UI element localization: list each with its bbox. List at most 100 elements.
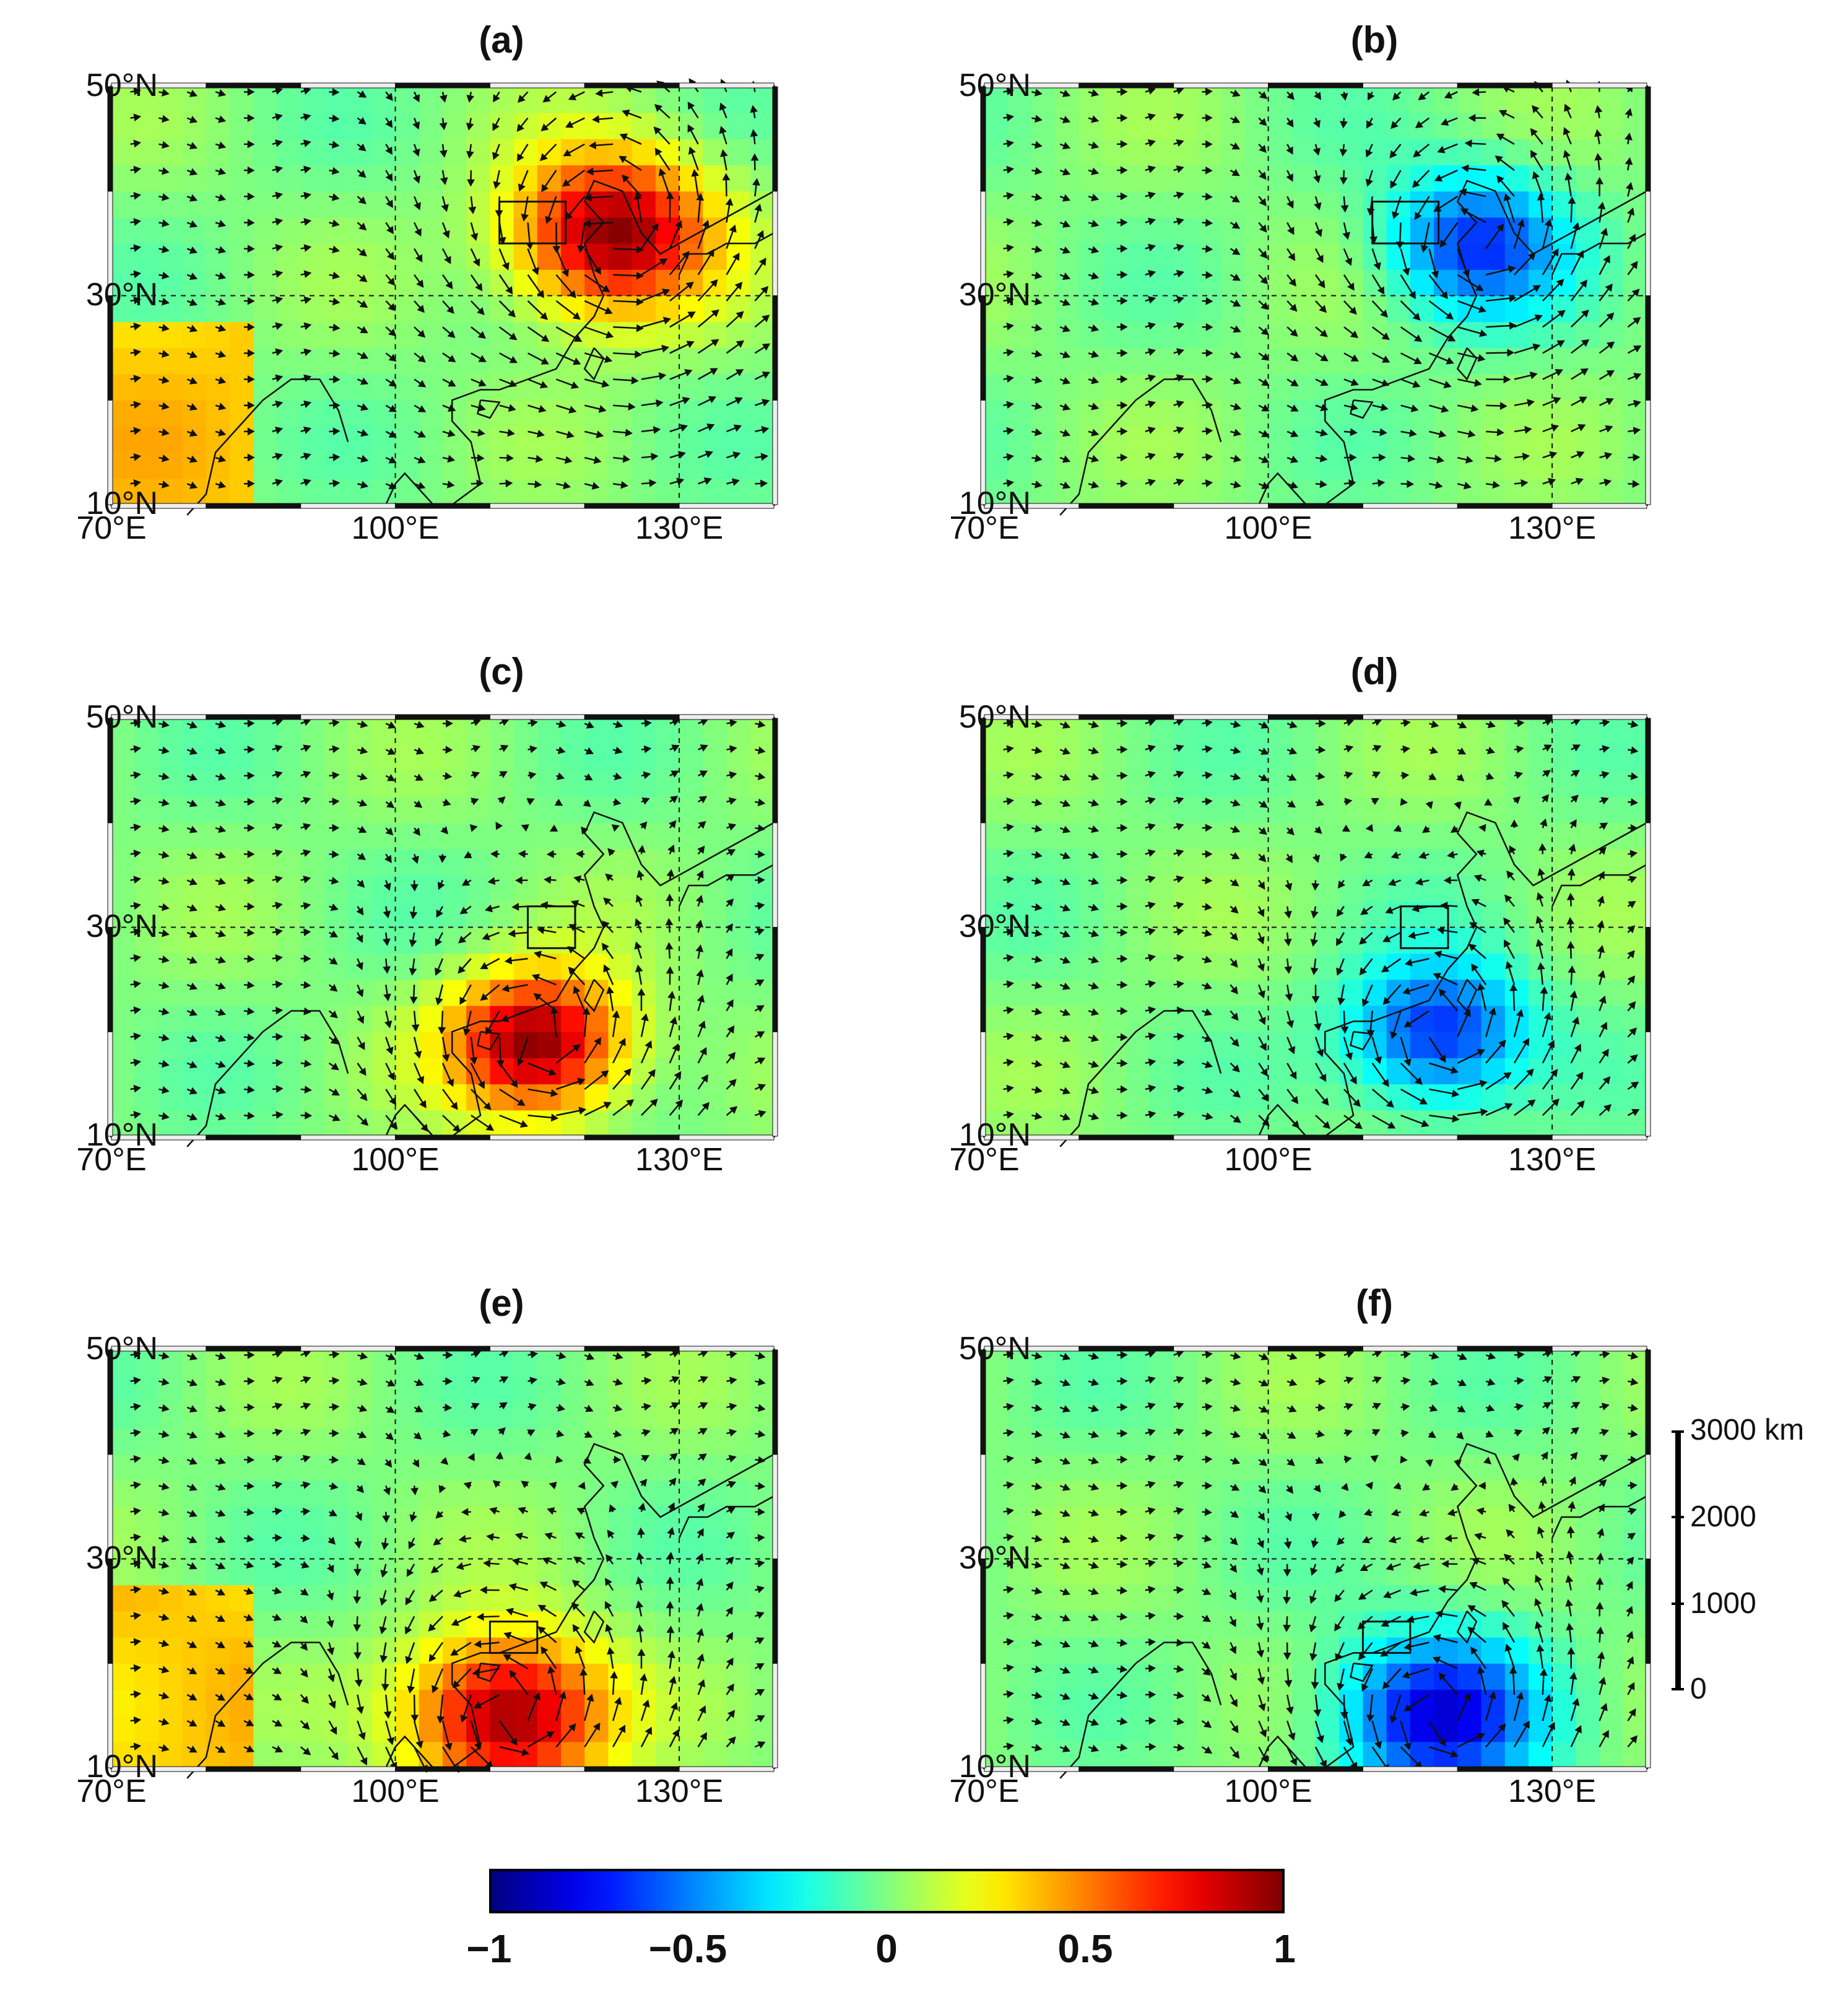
wind-arrow-head [1504,1103,1513,1110]
heat-cell [1150,113,1174,139]
heat-cell [1386,426,1411,453]
heat-cell [513,347,538,375]
heat-cell [1078,901,1103,928]
wind-arrow-head [1231,852,1240,859]
wind-arrow-head [1147,875,1156,884]
wind-arrow-head [1006,745,1015,754]
panel-b: (b) 50°N 30°N 10°N 70°E 100°E 130°E [922,19,1826,625]
wind-arrow-head [1597,871,1605,880]
wind-arrow-head [1006,113,1015,122]
heat-cell [1268,295,1293,323]
wind-arrow-head [1120,824,1128,832]
wind-arrow-head [1259,198,1267,207]
heat-cell [111,1402,136,1429]
border-tick [679,1134,774,1141]
wind-arrow-head [1444,91,1453,99]
wind-arrow-head [1120,798,1128,806]
wind-arrow-head [636,298,644,307]
wind-arrow-head [1601,771,1610,779]
heat-cell [324,901,349,928]
border-tick [1173,82,1269,89]
heat-cell [703,295,727,323]
heat-cell [490,295,514,323]
wind-arrow-head [604,355,613,363]
wind-arrow-head [728,797,737,805]
wind-arrow-head [162,428,170,437]
wind-arrow-head [495,821,503,830]
wind-arrow-head [1344,798,1353,806]
wind-arrow-head [1091,324,1100,333]
wind-arrow-head [651,453,659,461]
heat-cell [1197,953,1221,980]
heat-cell [1576,770,1600,798]
wind-arrow-head [1291,1120,1300,1129]
heat-cell [348,347,372,375]
wind-arrow-head [508,380,518,388]
wind-arrow-head [1551,1098,1560,1107]
wind-arrow-head [247,114,255,123]
heat-cell [206,1637,230,1664]
heat-cell [466,979,490,1006]
heat-cell [182,139,207,166]
heat-cell [1268,452,1293,479]
wind-arrow-head [1569,990,1577,999]
wind-arrow-head [247,192,255,201]
wind-arrow-head [1514,771,1524,780]
heat-cell [537,1032,562,1058]
wind-arrow-head [1345,771,1353,780]
heat-cell [1031,217,1056,244]
heat-cell [1363,901,1387,928]
wind-arrow-head [1606,312,1615,321]
heat-cell [1339,217,1363,244]
heat-cell [1291,243,1316,270]
wind-arrow-head [275,400,284,409]
wind-arrow-head [438,1027,446,1035]
heat-cell [1221,744,1245,771]
wind-arrow-head [1431,270,1439,279]
heat-cell [443,217,467,244]
wind-arrow-head [499,771,508,778]
wind-arrow-head [162,297,170,306]
heat-cell [561,822,585,850]
heat-cell [158,217,183,244]
coastline-segment [186,378,349,516]
wind-arrow-head [633,192,642,200]
wind-arrow-head [1517,219,1525,227]
wind-arrow-head [133,1032,142,1041]
wind-arrow-head [332,453,341,462]
wind-arrow-head [670,770,679,778]
heat-cell [1434,875,1458,902]
wind-arrow-head [1499,402,1507,410]
wind-arrow-head [1359,936,1368,945]
wind-arrow-head [218,773,227,781]
wind-arrow-head [761,343,771,351]
wind-arrow-head [247,928,255,937]
heat-cell [253,347,277,375]
heat-cell [608,269,633,296]
heat-cell [348,822,372,850]
heat-cell [253,901,277,928]
wind-arrow-head [303,928,311,936]
wind-arrow-head [1381,1079,1389,1087]
heat-cell [348,796,372,824]
wind-arrow-head [1631,289,1640,297]
heat-cell [158,1454,183,1481]
heat-cell [348,478,372,505]
wind-arrow-head [1035,271,1043,280]
heat-cell [1150,87,1174,113]
wind-arrow-head [1062,825,1071,833]
wind-arrow-head [1459,721,1467,729]
wind-arrow-head [360,1118,369,1126]
wind-arrow-head [1288,747,1298,755]
wind-arrow-head [1006,427,1015,435]
heat-cell [1150,927,1174,954]
heat-cell [1221,901,1245,928]
wind-arrow-head [731,478,740,486]
heat-cell [324,875,349,902]
heat-cell [466,848,490,876]
heat-cell [1126,217,1150,244]
border-tick [1078,82,1174,89]
wind-arrow-head [1148,1006,1156,1014]
wind-arrow-head [1062,142,1071,150]
wind-arrow-head [133,87,142,95]
